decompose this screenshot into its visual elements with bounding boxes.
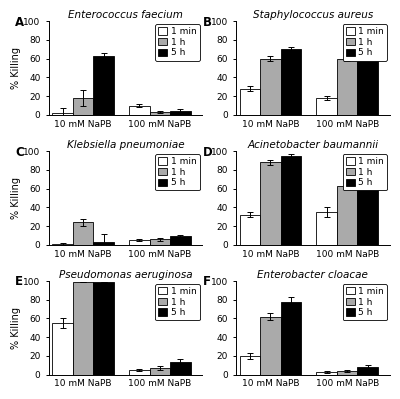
Legend: 1 min, 1 h, 5 h: 1 min, 1 h, 5 h <box>155 154 200 190</box>
Bar <box>170 362 191 375</box>
Bar <box>337 371 358 375</box>
Bar <box>316 98 337 115</box>
Legend: 1 min, 1 h, 5 h: 1 min, 1 h, 5 h <box>342 24 387 61</box>
Bar <box>52 113 73 115</box>
Bar <box>94 56 114 115</box>
Y-axis label: % Killing: % Killing <box>10 177 20 219</box>
Legend: 1 min, 1 h, 5 h: 1 min, 1 h, 5 h <box>155 284 200 320</box>
Bar <box>170 111 191 115</box>
Bar <box>281 156 301 245</box>
Bar <box>358 367 378 375</box>
Title: Enterococcus faecium: Enterococcus faecium <box>68 10 183 20</box>
Bar <box>358 49 378 115</box>
Bar <box>150 239 170 245</box>
Title: Enterobacter cloacae: Enterobacter cloacae <box>257 270 368 280</box>
Legend: 1 min, 1 h, 5 h: 1 min, 1 h, 5 h <box>342 154 387 190</box>
Bar <box>73 98 94 115</box>
Bar <box>170 236 191 245</box>
Title: Klebsiella pneumoniae: Klebsiella pneumoniae <box>67 140 184 150</box>
Bar <box>281 302 301 375</box>
Bar <box>150 112 170 115</box>
Bar <box>129 105 150 115</box>
Y-axis label: % Killing: % Killing <box>10 307 20 349</box>
Bar <box>260 162 281 245</box>
Bar <box>52 323 73 375</box>
Bar <box>337 59 358 115</box>
Bar <box>240 215 260 245</box>
Bar <box>260 317 281 375</box>
Bar <box>316 212 337 245</box>
Bar <box>94 282 114 375</box>
Text: B: B <box>202 16 211 29</box>
Text: C: C <box>15 146 24 158</box>
Bar <box>129 370 150 375</box>
Bar <box>150 368 170 375</box>
Bar <box>240 89 260 115</box>
Text: D: D <box>202 146 212 158</box>
Bar <box>337 186 358 245</box>
Bar <box>240 356 260 375</box>
Bar <box>260 59 281 115</box>
Legend: 1 min, 1 h, 5 h: 1 min, 1 h, 5 h <box>155 24 200 61</box>
Title: Acinetobacter baumannii: Acinetobacter baumannii <box>247 140 378 150</box>
Bar <box>316 372 337 375</box>
Bar <box>94 242 114 245</box>
Bar <box>129 240 150 245</box>
Title: Pseudomonas aeruginosa: Pseudomonas aeruginosa <box>59 270 192 280</box>
Text: F: F <box>202 275 210 288</box>
Y-axis label: % Killing: % Killing <box>10 47 20 89</box>
Text: A: A <box>15 16 24 29</box>
Bar <box>52 244 73 245</box>
Bar <box>358 184 378 245</box>
Bar <box>73 222 94 245</box>
Legend: 1 min, 1 h, 5 h: 1 min, 1 h, 5 h <box>342 284 387 320</box>
Bar <box>281 49 301 115</box>
Text: E: E <box>15 275 23 288</box>
Title: Staphylococcus aureus: Staphylococcus aureus <box>253 10 373 20</box>
Bar <box>73 282 94 375</box>
